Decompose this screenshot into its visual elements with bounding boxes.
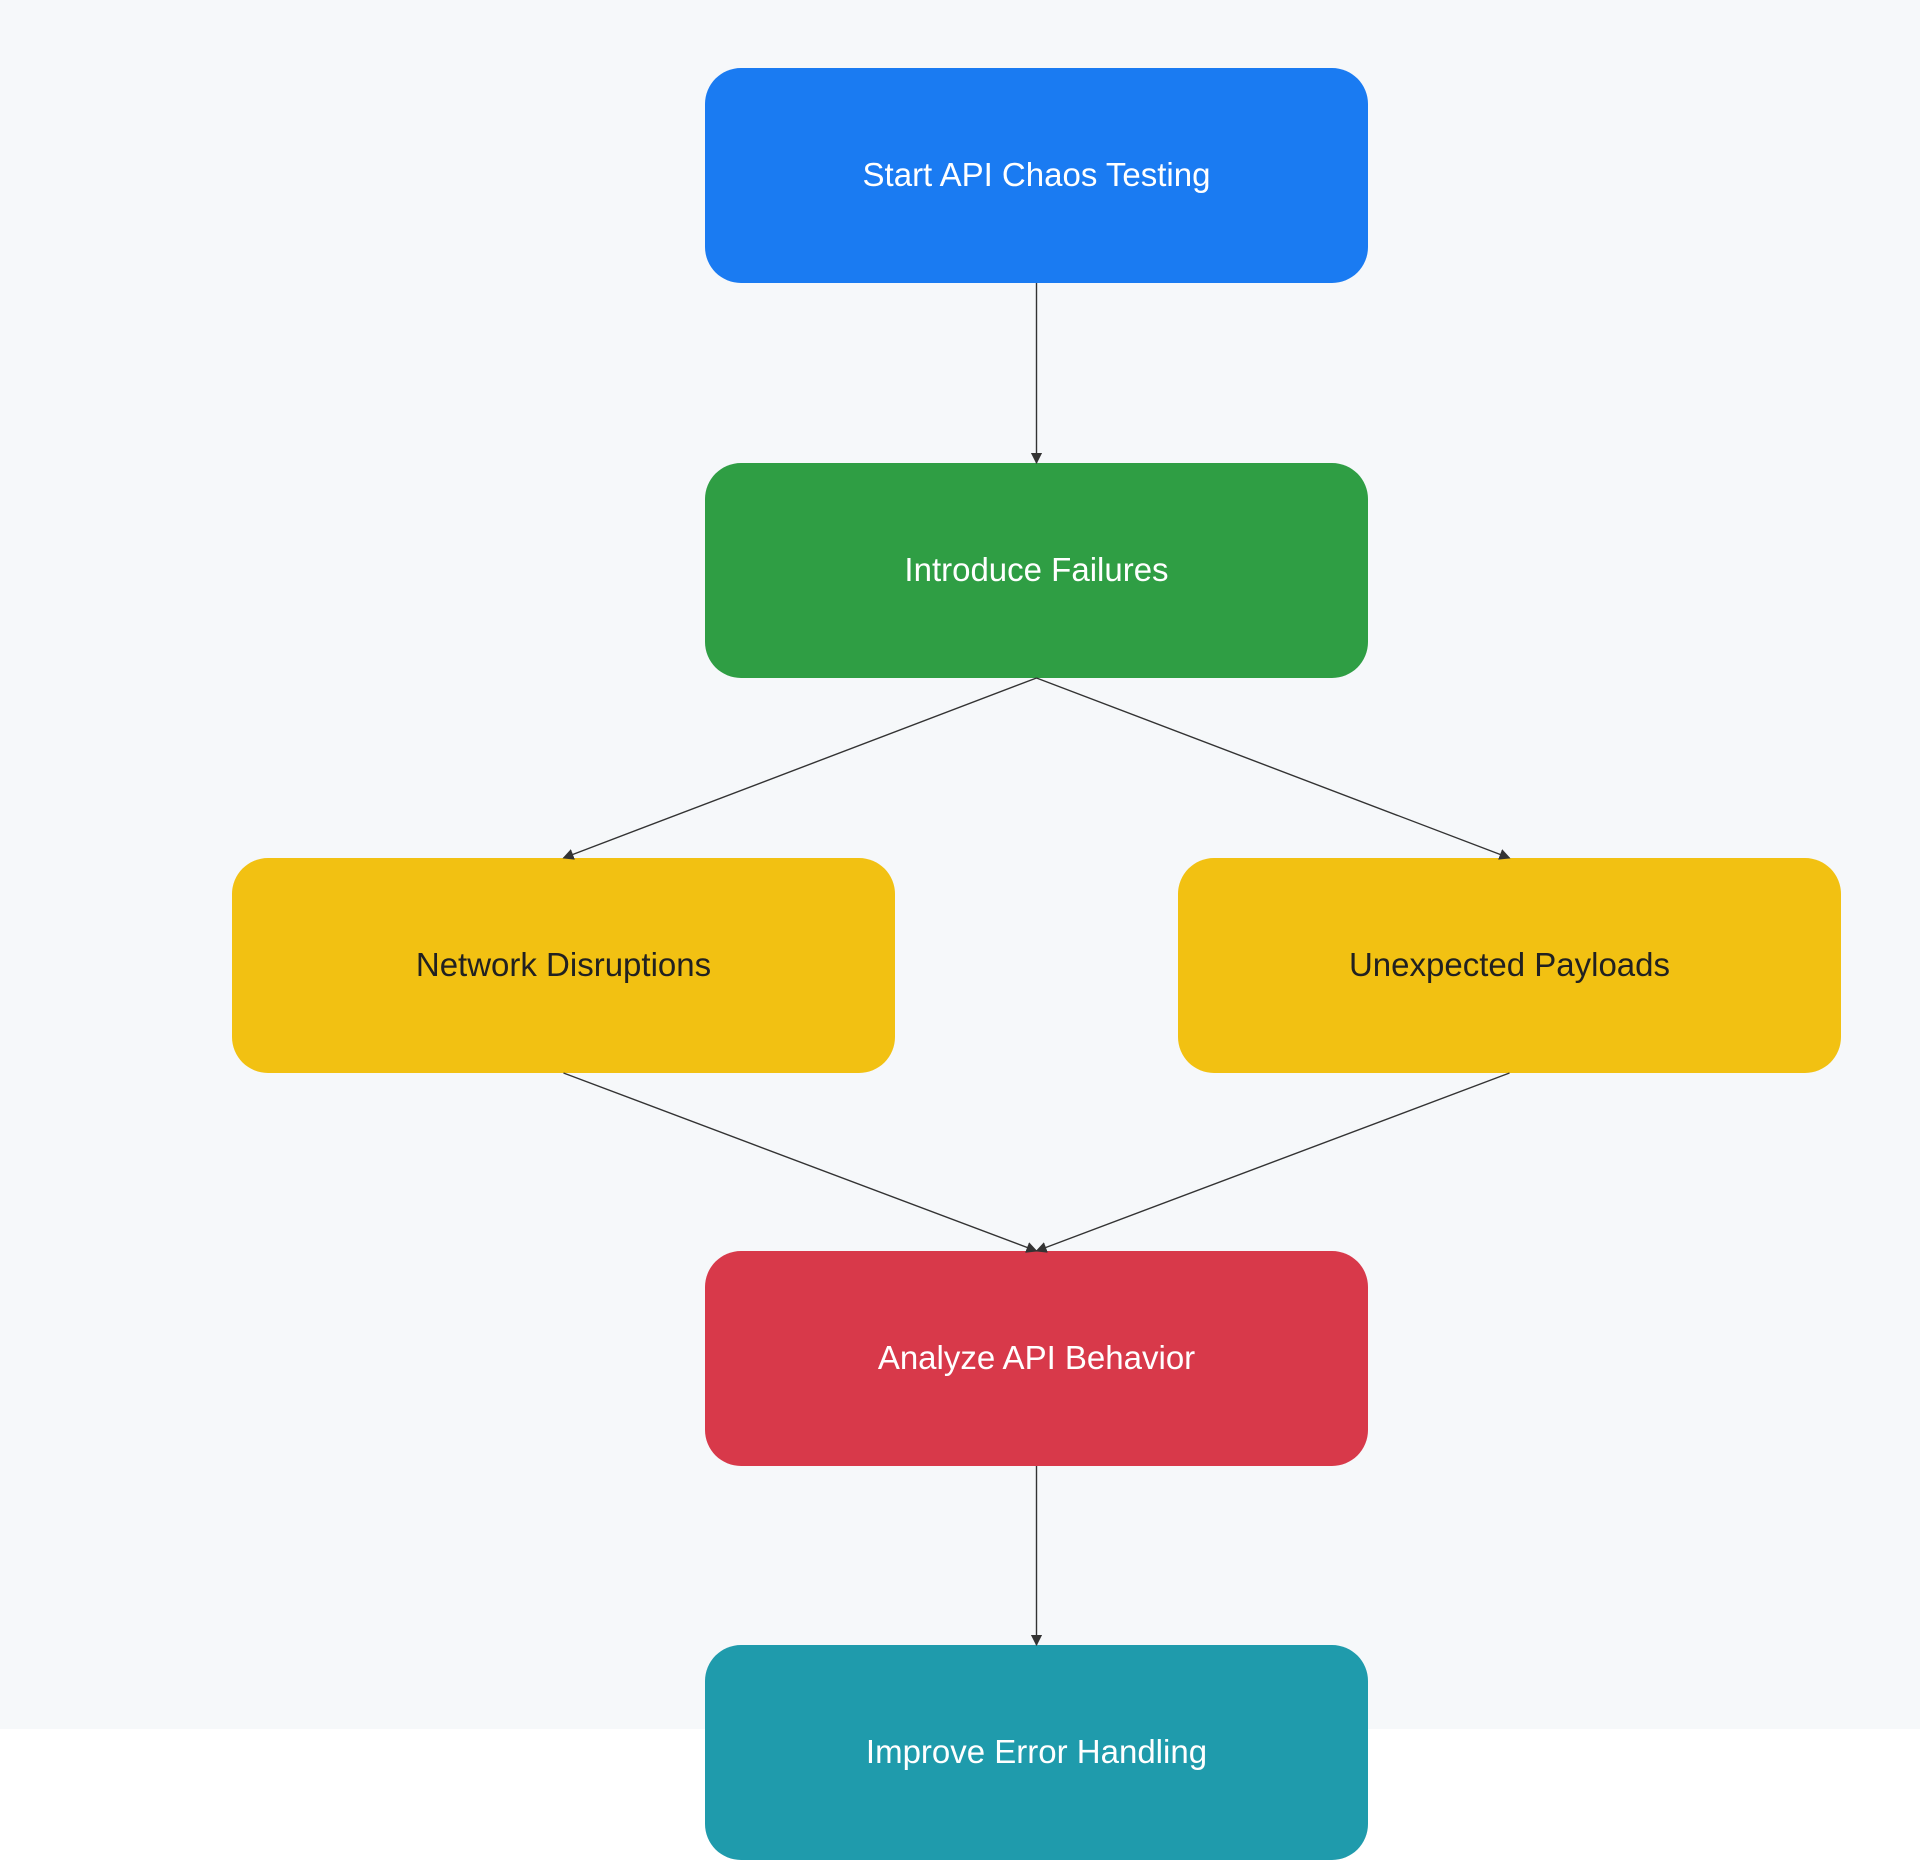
flowchart-node-payloads: Unexpected Payloads [1178, 858, 1841, 1073]
flowchart-node-analyze: Analyze API Behavior [705, 1251, 1368, 1466]
flowchart-edge [564, 678, 1037, 858]
flowchart-node-introduce: Introduce Failures [705, 463, 1368, 678]
flowchart-node-label: Network Disruptions [416, 944, 711, 987]
flowchart-edge [1037, 1073, 1510, 1251]
flowchart-node-label: Unexpected Payloads [1349, 944, 1670, 987]
flowchart-node-label: Analyze API Behavior [878, 1337, 1195, 1380]
flowchart-canvas: Start API Chaos Testing Introduce Failure… [0, 0, 1920, 1729]
flowchart-edge [1037, 678, 1510, 858]
flowchart-node-label: Improve Error Handling [866, 1731, 1207, 1774]
flowchart-edge [564, 1073, 1037, 1251]
flowchart-node-network: Network Disruptions [232, 858, 895, 1073]
flowchart-node-label: Start API Chaos Testing [863, 154, 1211, 197]
flowchart-node-improve: Improve Error Handling [705, 1645, 1368, 1860]
flowchart-node-start: Start API Chaos Testing [705, 68, 1368, 283]
flowchart-node-label: Introduce Failures [904, 549, 1168, 592]
